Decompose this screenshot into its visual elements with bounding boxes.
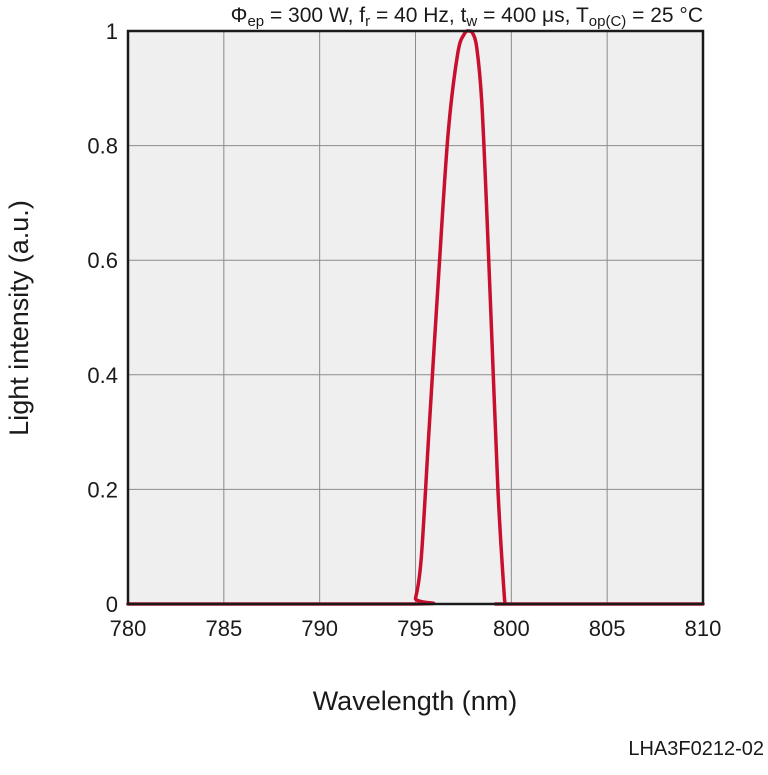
x-tick-label: 780	[110, 616, 147, 641]
plot-frame	[126, 29, 705, 606]
y-tick-label: 1	[106, 19, 118, 44]
figure-code: LHA3F0212-02	[628, 738, 764, 760]
x-axis-title: Wavelength (nm)	[313, 686, 518, 716]
y-tick-labels: 0 0.2 0.4 0.6 0.8 1	[87, 19, 118, 617]
y-axis-title: Light intensity (a.u.)	[4, 200, 34, 436]
y-tick-label: 0.2	[87, 477, 118, 502]
measurement-conditions: Φep = 300 W, fr = 40 Hz, tw = 400 μs, To…	[231, 4, 703, 30]
y-tick-label: 0.8	[87, 134, 118, 159]
x-tick-label: 790	[301, 616, 338, 641]
y-tick-label: 0.6	[87, 248, 118, 273]
x-tick-label: 810	[685, 616, 722, 641]
y-tick-label: 0	[106, 592, 118, 617]
x-tick-label: 800	[493, 616, 530, 641]
y-tick-label: 0.4	[87, 363, 118, 388]
x-tick-label: 785	[205, 616, 242, 641]
x-tick-labels: 780 785 790 795 800 805 810	[110, 616, 722, 641]
x-tick-label: 805	[589, 616, 626, 641]
x-tick-label: 795	[397, 616, 434, 641]
